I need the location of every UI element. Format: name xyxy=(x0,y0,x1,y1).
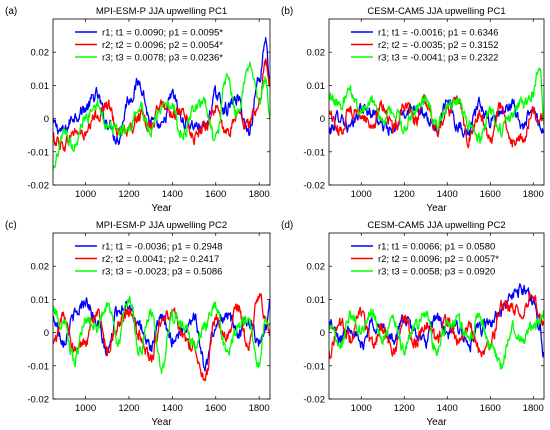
x-tick-label: 1800 xyxy=(249,189,270,200)
y-tick-label: 0 xyxy=(44,114,49,125)
legend-entry: r3; t3 = 0.0058; p3 = 0.0920 xyxy=(378,267,495,278)
x-tick-label: 1000 xyxy=(75,189,96,200)
legend: r1; t1 = 0.0090; p1 = 0.0095*r2; t2 = 0.… xyxy=(75,28,223,64)
chart-title: CESM-CAM5 JJA upwelling PC1 xyxy=(367,6,505,17)
legend-entry: r2; t2 = 0.0096; p2 = 0.0054* xyxy=(102,40,223,51)
panel-label: (a) xyxy=(5,6,17,17)
legend-entry: r2; t2 = 0.0041; p2 = 0.2417 xyxy=(102,254,219,265)
y-tick-label: 0.02 xyxy=(31,262,50,273)
y-tick-label: 0.02 xyxy=(31,48,50,59)
legend-entry: r3; t3 = 0.0078; p3 = 0.0236* xyxy=(102,53,223,64)
chart-panel: (c) MPI-ESM-P JJA upwelling PC2 1000 1200 14… xyxy=(5,220,271,428)
panel-label: (b) xyxy=(281,6,293,17)
y-tick-label: 0 xyxy=(44,328,49,339)
x-tick-label: 1000 xyxy=(75,403,96,414)
chart-panel: (b) CESM-CAM5 JJA upwelling PC1 1000 1200 14… xyxy=(281,6,545,214)
x-tick-label: 1000 xyxy=(351,403,372,414)
y-tick-label: -0.01 xyxy=(303,147,325,158)
legend-entry: r1; t1 = 0.0090; p1 = 0.0095* xyxy=(102,28,223,39)
x-tick-label: 1600 xyxy=(480,403,501,414)
y-tick-label: 0.01 xyxy=(31,81,50,92)
x-tick-label: 1600 xyxy=(205,189,226,200)
x-tick-label: 1200 xyxy=(118,403,139,414)
y-tick-label: -0.01 xyxy=(27,147,49,158)
series-line-2 xyxy=(53,58,270,152)
series-line-3 xyxy=(329,67,544,145)
x-tick-label: 1400 xyxy=(437,189,458,200)
y-tick-label: 0.01 xyxy=(307,81,326,92)
legend-entry: r2; t2 = -0.0035; p2 = 0.3152 xyxy=(378,40,498,51)
series-line-2 xyxy=(53,293,270,382)
series-line-3 xyxy=(53,296,270,375)
y-tick-label: -0.01 xyxy=(27,361,49,372)
x-tick-label: 1400 xyxy=(162,403,183,414)
y-tick-label: 0.01 xyxy=(31,295,50,306)
y-tick-label: 0.02 xyxy=(307,48,326,59)
legend-entry: r3; t3 = -0.0041; p3 = 0.2322 xyxy=(378,53,498,64)
x-tick-label: 1000 xyxy=(351,189,372,200)
panel-label: (c) xyxy=(5,220,17,231)
y-tick-label: -0.02 xyxy=(303,181,325,192)
legend-entry: r2; t2 = 0.0096; p2 = 0.0057* xyxy=(378,254,499,265)
x-axis-label: Year xyxy=(426,203,447,214)
y-tick-label: -0.02 xyxy=(303,395,325,406)
x-tick-label: 1400 xyxy=(162,189,183,200)
chart-panel: (d) CESM-CAM5 JJA upwelling PC2 1000 1200 14… xyxy=(281,220,545,428)
plot-frame xyxy=(52,18,271,186)
x-axis-label: Year xyxy=(151,417,172,425)
x-tick-label: 1200 xyxy=(118,189,139,200)
legend-entry: r1; t1 = -0.0036; p1 = 0.2948 xyxy=(102,242,222,253)
legend-entry: r1; t1 = 0.0066; p1 = 0.0580 xyxy=(378,242,495,253)
y-tick-label: 0.01 xyxy=(307,295,326,306)
y-tick-label: 0.02 xyxy=(307,262,326,273)
series-line-2 xyxy=(329,291,544,360)
x-tick-label: 1200 xyxy=(394,189,415,200)
x-tick-label: 1400 xyxy=(437,403,458,414)
x-axis-label: Year xyxy=(151,203,172,214)
x-tick-label: 1600 xyxy=(205,403,226,414)
chart-panel: (a) MPI-ESM-P JJA upwelling PC1 1000 1200 14… xyxy=(5,6,271,214)
chart-title: MPI-ESM-P JJA upwelling PC2 xyxy=(96,220,227,231)
series-line-1 xyxy=(329,283,544,358)
plot-frame xyxy=(328,232,545,400)
x-axis-label: Year xyxy=(426,417,447,425)
x-tick-label: 1800 xyxy=(249,403,270,414)
series-line-1 xyxy=(53,37,270,145)
y-tick-label: 0 xyxy=(320,114,325,125)
x-tick-label: 1800 xyxy=(523,189,544,200)
series-line-3 xyxy=(53,61,270,171)
y-tick-label: -0.02 xyxy=(27,395,49,406)
plot-frame xyxy=(328,18,545,186)
legend-entry: r3; t3 = -0.0023; p3 = 0.5086 xyxy=(102,267,222,278)
chart-title: MPI-ESM-P JJA upwelling PC1 xyxy=(96,6,227,17)
x-tick-label: 1800 xyxy=(523,403,544,414)
series-line-2 xyxy=(329,93,544,149)
chart-title: CESM-CAM5 JJA upwelling PC2 xyxy=(367,220,505,231)
panel-label: (d) xyxy=(281,220,293,231)
x-tick-label: 1200 xyxy=(394,403,415,414)
legend-entry: r1; t1 = -0.0016; p1 = 0.6346 xyxy=(378,28,498,39)
x-tick-label: 1600 xyxy=(480,189,501,200)
y-tick-label: 0 xyxy=(320,328,325,339)
plot-frame xyxy=(52,232,271,400)
series-line-3 xyxy=(329,308,544,370)
y-tick-label: -0.02 xyxy=(27,181,49,192)
y-tick-label: -0.01 xyxy=(303,361,325,372)
